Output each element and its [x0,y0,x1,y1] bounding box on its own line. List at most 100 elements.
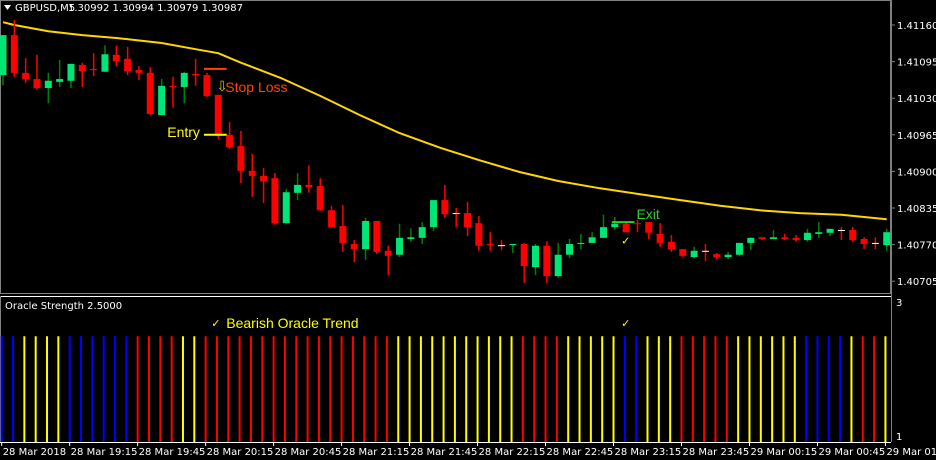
checkmark-icon: ✓ [211,317,220,330]
candle-body [509,244,517,246]
candle [633,219,641,233]
time-tick-label: 28 Mar 19:15 [71,447,138,458]
time-tick-label: 28 Mar 21:15 [343,447,410,458]
candle-body [667,241,675,250]
candle [214,94,222,139]
candle [384,245,392,276]
time-tick-label: 29 Mar 01:15 [886,447,936,458]
candle-body [282,192,290,224]
candle [724,251,732,260]
candle [554,242,562,278]
candle-body [860,238,868,245]
candle [475,215,483,251]
oracle-strength-panel[interactable]: Oracle Strength 2.5000 ✓ Bearish Oracle … [0,0,902,443]
candle [418,222,426,245]
candle-body [237,146,245,171]
candle-body [849,229,857,241]
candle [339,205,347,252]
candle-body [464,213,472,228]
candle [350,240,358,263]
candle [735,242,743,256]
candle [577,233,585,250]
candle-body [566,244,573,255]
candle [169,76,177,108]
candle [837,227,845,241]
candle-body [690,250,698,257]
candle [430,200,438,232]
candle [803,228,811,242]
candle [645,222,653,239]
candle [373,220,381,255]
candle [362,218,370,260]
candle-body [44,80,52,89]
candle [56,59,64,87]
candle [305,165,313,193]
candle-body [815,232,823,234]
candle [44,72,52,104]
candle-body [316,186,324,211]
candle [203,72,211,98]
candle [441,184,449,219]
candle-body [724,254,732,257]
candle-body [328,210,336,228]
candle-body [883,232,891,246]
candle [758,237,766,241]
time-tick-label: 28 Mar 22:45 [547,447,614,458]
price-tick-label: 1.41160 [897,21,936,32]
time-tick-label: 28 Mar 22:15 [479,447,546,458]
candle-body [112,54,120,62]
candle-body [339,226,347,243]
candle [849,227,857,242]
oracle-histogram [0,336,887,442]
candle-body [158,85,166,116]
candle-body [78,64,86,72]
candle-body [826,228,834,233]
price-tick-label: 1.41095 [897,58,936,69]
candle-body [67,63,75,81]
candle-body [350,244,358,250]
candle-body [407,237,415,239]
indicator-title: Oracle Strength 2.5000 [5,301,122,312]
candles [0,19,891,283]
candle [464,201,472,237]
candle [781,233,789,241]
candle [10,19,18,77]
candle [871,237,879,250]
candle-body [622,223,630,233]
candle-body [384,250,392,256]
candle [22,58,30,83]
candle-body [792,237,800,241]
price-panel[interactable]: GBPUSD,M5 1.30992 1.30994 1.30979 1.3098… [0,0,891,294]
candle-body [124,58,132,72]
candle [33,54,41,90]
triangle-down-icon[interactable] [4,5,11,10]
time-tick-label: 28 Mar 19:45 [139,447,206,458]
candle [566,238,573,259]
price-axis[interactable]: 1.41160 1.41095 1.41030 1.40965 1.40900 1.408… [891,21,936,288]
trade-annotations: ⇩ Stop Loss Entry Exit ✓ [167,67,660,248]
candle [67,63,75,89]
indicator-tick-min: 1 [896,432,902,443]
candle [248,153,256,197]
ohlc-readout: 1.30992 1.30994 1.30979 1.30987 [68,3,243,14]
time-tick-label: 28 Mar 20:15 [207,447,274,458]
time-axis[interactable]: 28 Mar 2018 28 Mar 19:15 28 Mar 19:45 28 Ma… [1,442,936,458]
candle-body [214,94,222,136]
candle-body [599,227,607,238]
candle-body [543,245,551,277]
candle [701,244,709,261]
candle [520,242,528,283]
price-panel-border [0,0,891,294]
candle [78,62,86,87]
candle [90,53,98,77]
candle [146,67,154,116]
candle-body [645,222,653,233]
candle-body [747,237,755,243]
entry-label: Entry [167,124,200,140]
candle [532,244,540,276]
candle-body [532,245,540,268]
candle-body [362,220,370,250]
candle [282,188,290,224]
candle-body [56,79,64,82]
